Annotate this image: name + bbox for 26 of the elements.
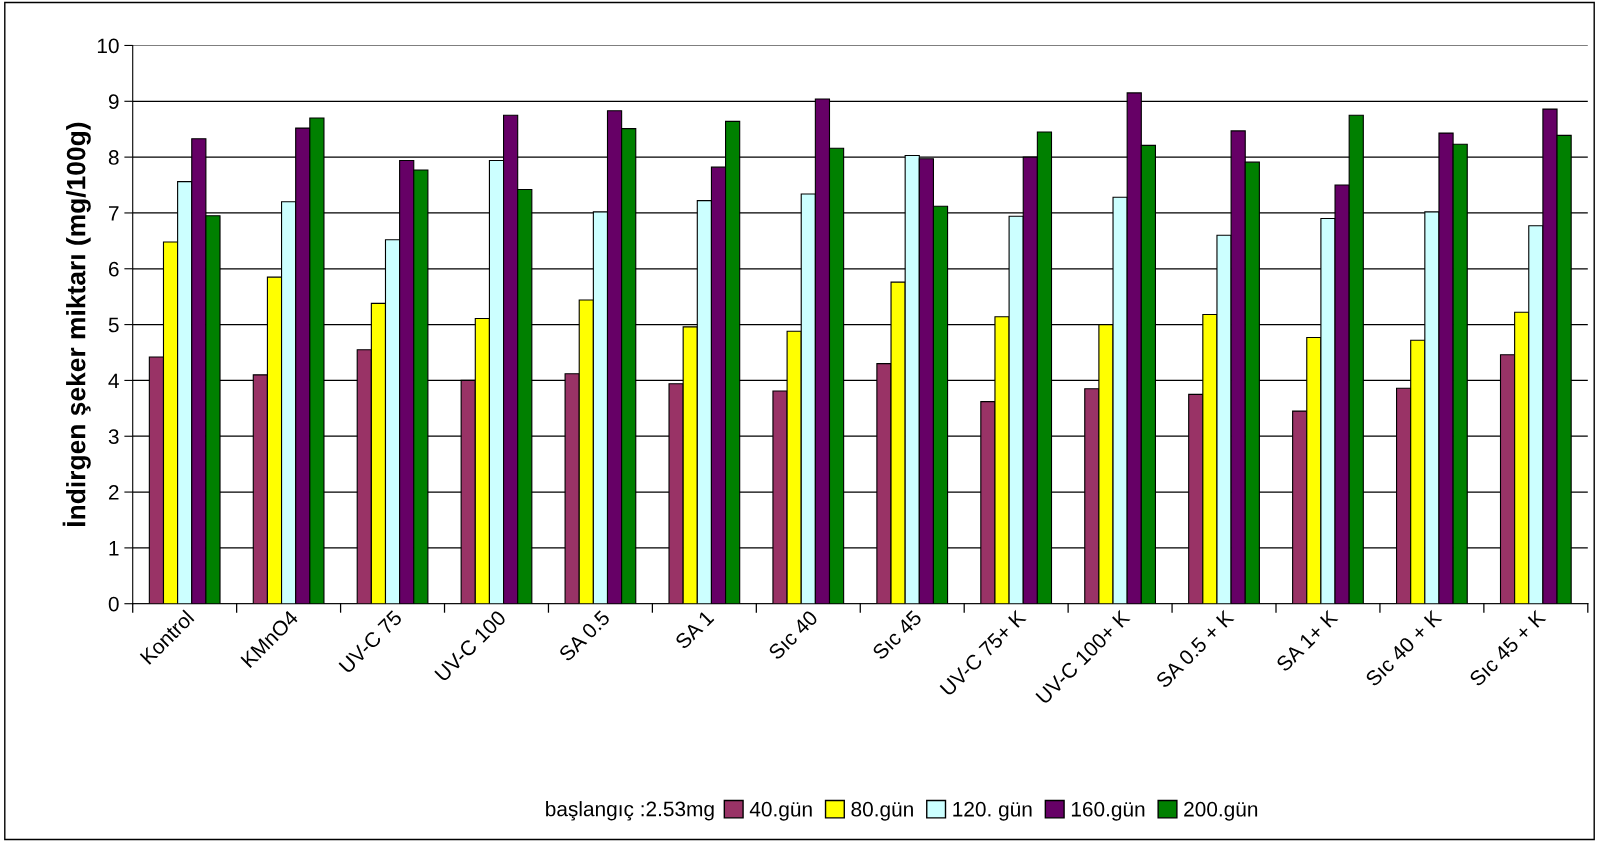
y-tick-label: 2 bbox=[108, 485, 119, 500]
legend-label: 160.gün bbox=[1071, 801, 1145, 821]
legend-title: başlangıç :2.53mg bbox=[546, 801, 714, 821]
legend-label: 80.gün bbox=[851, 801, 913, 821]
x-tick-label: SA 0.5 bbox=[558, 609, 611, 663]
legend-label: 120. gün bbox=[953, 801, 1032, 821]
y-tick-label: 4 bbox=[108, 373, 119, 388]
y-axis-title: İndirgen şeker miktarı (mg/100g) bbox=[62, 122, 91, 526]
y-tick-label: 6 bbox=[109, 261, 119, 277]
legend-label: 200.gün bbox=[1184, 801, 1258, 821]
y-tick-label: 10 bbox=[97, 38, 119, 54]
x-tick-label: SA 0.5 + K bbox=[1155, 609, 1235, 689]
x-tick-label: Sıc 40 bbox=[767, 609, 819, 661]
y-tick-label: 0 bbox=[108, 596, 119, 612]
x-tick-label: SA 1+ K bbox=[1275, 609, 1339, 673]
y-tick-label: 7 bbox=[109, 206, 119, 221]
legend-label: 40.gün bbox=[749, 801, 812, 821]
y-tick-label: 8 bbox=[108, 150, 119, 165]
x-tick-label: Sıc 40 + K bbox=[1364, 609, 1443, 688]
x-tick-label: Sıc 45 bbox=[871, 609, 923, 661]
y-tick-label: 9 bbox=[108, 94, 119, 110]
x-tick-label: SA 1 bbox=[674, 609, 715, 650]
y-tick-label: 1 bbox=[109, 541, 119, 556]
y-tick-label: 3 bbox=[108, 429, 119, 444]
y-tick-label: 5 bbox=[108, 317, 119, 333]
x-tick-label: Sıc 45 + K bbox=[1468, 609, 1547, 688]
